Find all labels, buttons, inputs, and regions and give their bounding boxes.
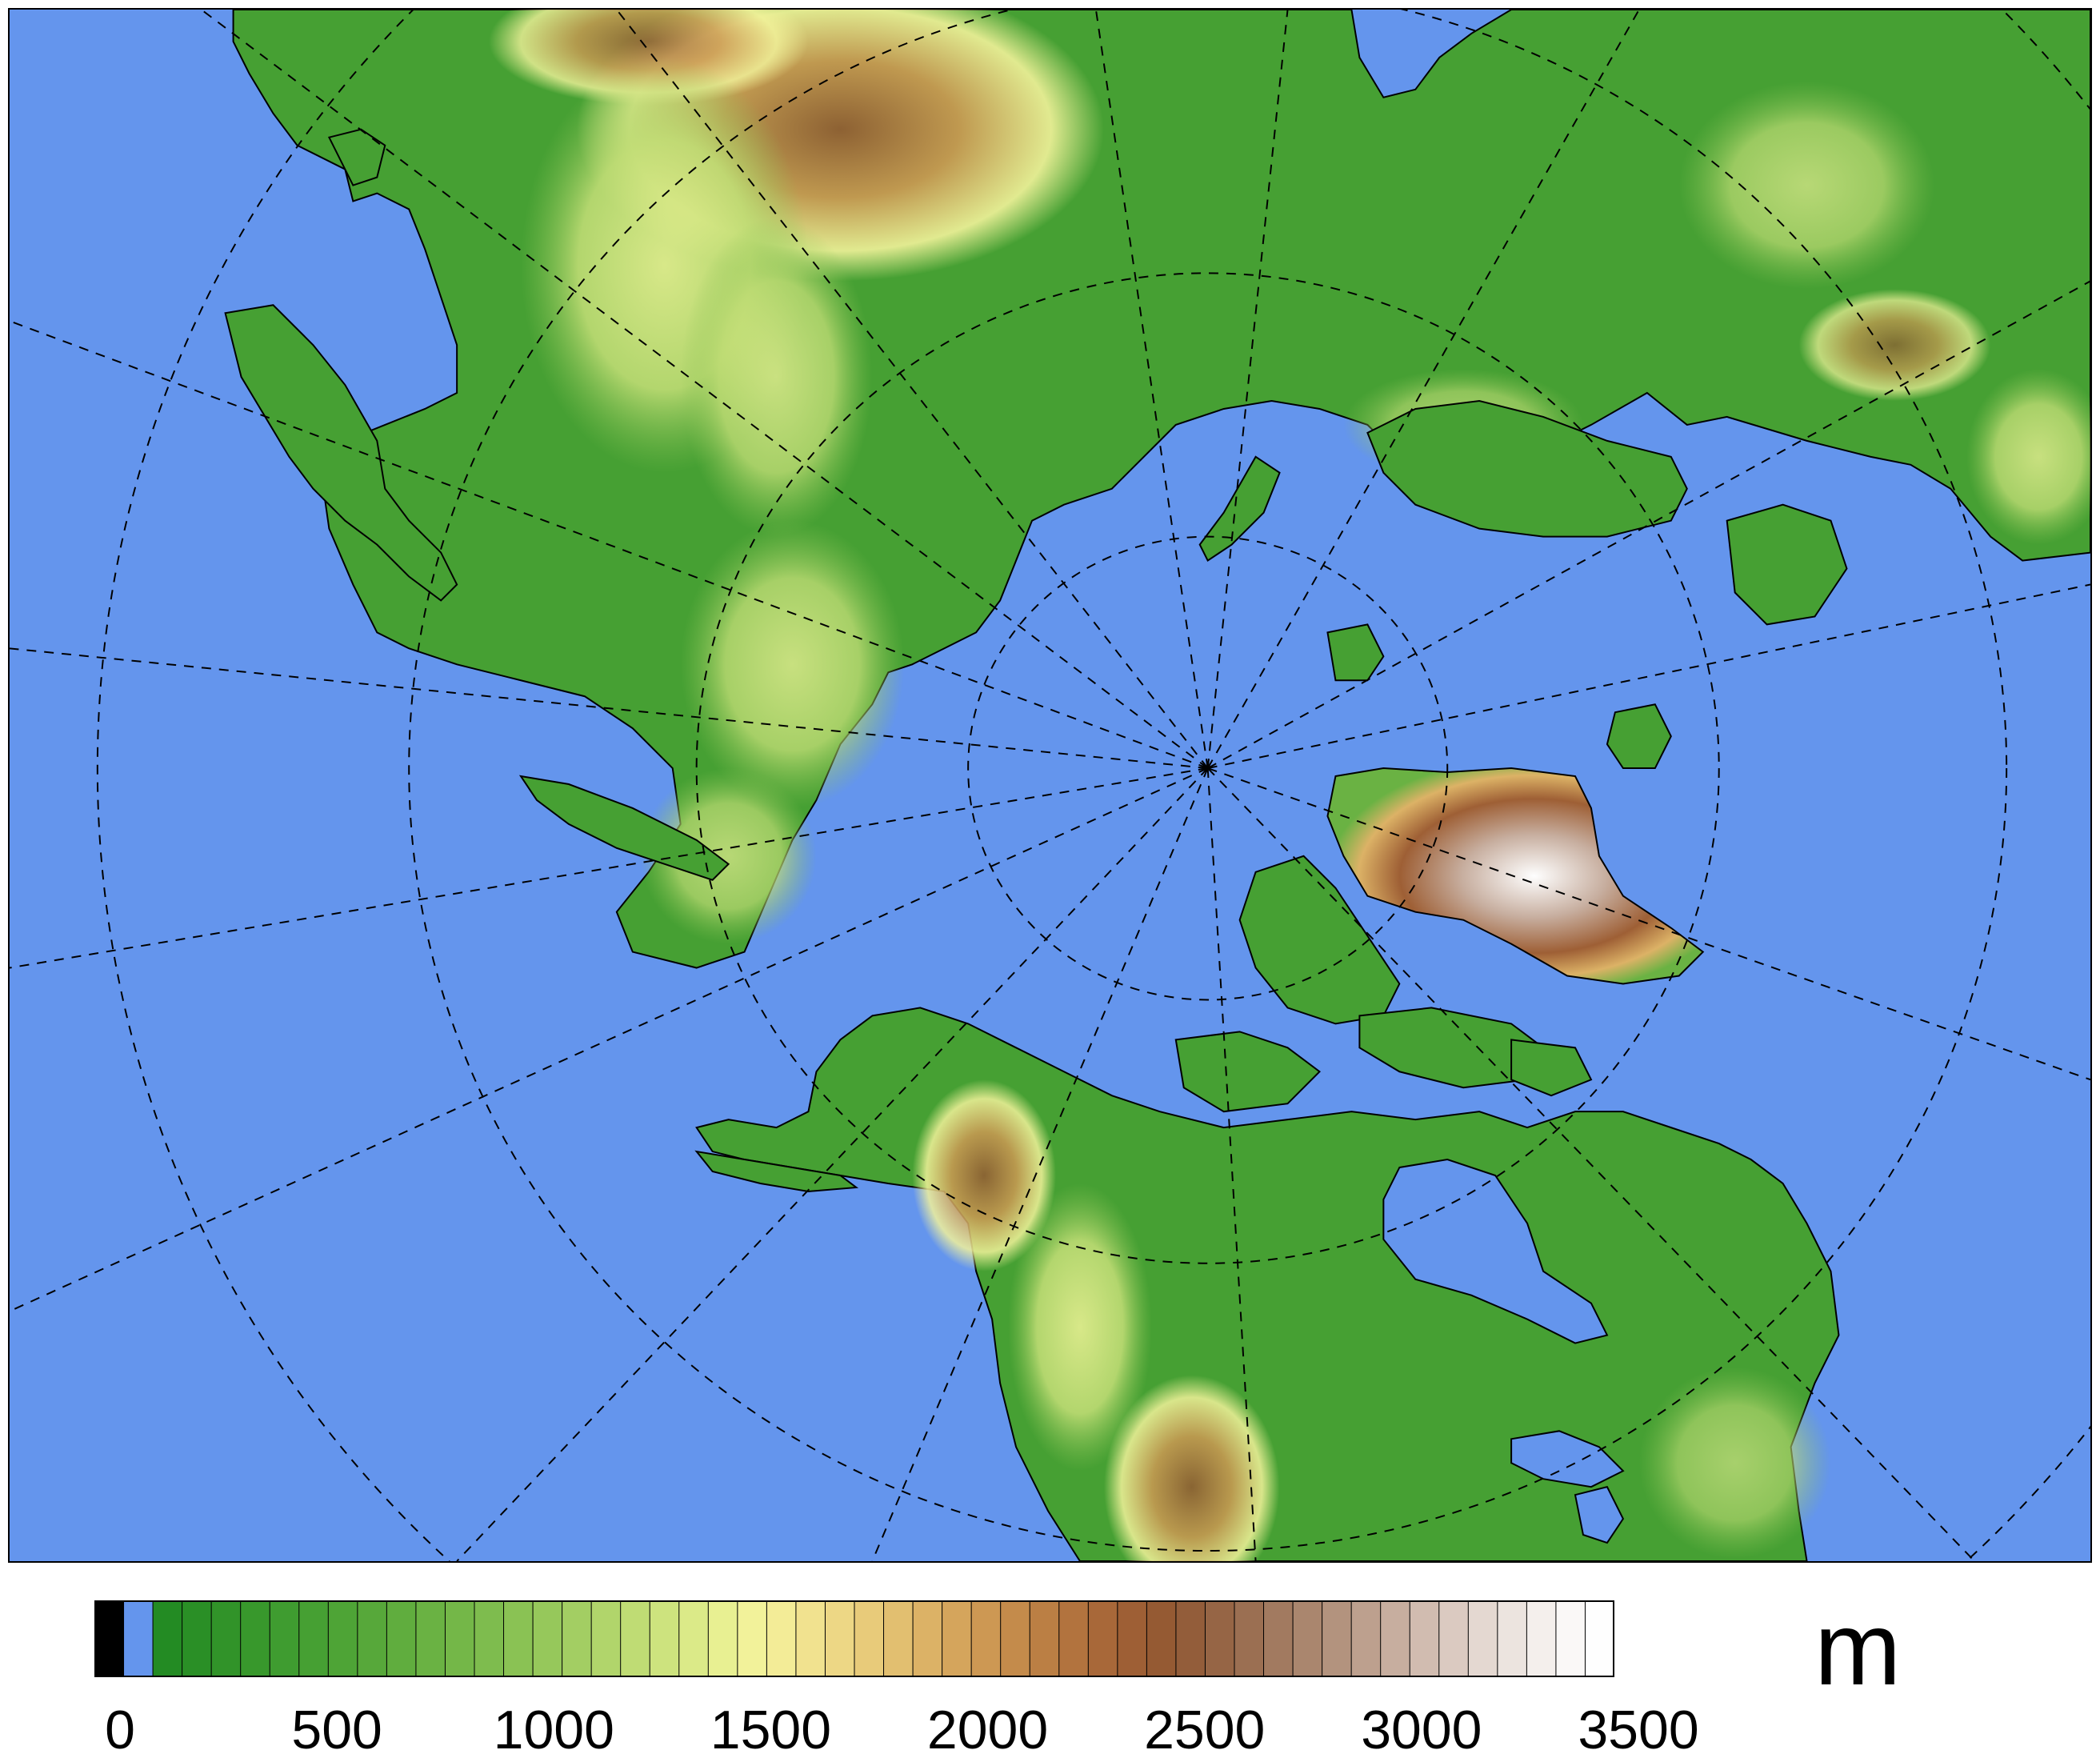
colorbar-swatch [1584,1600,1614,1677]
terrain-map [10,10,2090,1561]
british-isles [1726,503,1848,626]
colorbar-swatch [386,1600,417,1677]
colorbar-tick-label: 3000 [1361,1700,1482,1760]
colorbar-swatch [357,1600,388,1677]
colorbar-swatch [532,1600,563,1677]
colorbar-swatch [210,1600,242,1677]
svalbard [1326,623,1385,682]
colorbar-swatch [883,1600,914,1677]
colorbar-swatch [152,1600,183,1677]
terrain-shade [1678,81,1935,290]
colorbar-swatch [562,1600,592,1677]
arctic-archipelago [1510,1039,1593,1097]
colorbar-swatch [1322,1600,1352,1677]
terrain-shade [1798,289,1991,401]
colorbar-swatch [1087,1600,1118,1677]
colorbar-swatch [1117,1600,1148,1677]
colorbar-swatch [912,1600,943,1677]
colorbar-tick-label: 500 [291,1700,382,1760]
colorbar-swatch [1000,1600,1031,1677]
iceland [1606,703,1672,770]
colorbar-swatch [182,1600,212,1677]
colorbar-swatch [1350,1600,1382,1677]
terrain-shade [1103,1375,1280,1561]
graticule [10,10,2090,1561]
colorbar-border [94,1600,1614,1677]
arctic-archipelago [1174,1031,1322,1113]
map-frame [8,8,2092,1563]
colorbar-swatch [737,1600,768,1677]
colorbar-tick-label: 1000 [493,1700,614,1760]
colorbar-swatch [474,1600,505,1677]
colorbar-tick-label: 3500 [1578,1700,1699,1760]
colorbar-swatch [1234,1600,1265,1677]
great-lakes [1574,1486,1625,1544]
colorbar-swatch [707,1600,738,1677]
colorbar-swatch [649,1600,680,1677]
colorbar-swatches [94,1600,1614,1677]
colorbar-swatch [415,1600,446,1677]
novaya-zemlya [1198,455,1281,563]
colorbar-swatch [854,1600,885,1677]
japan-islands [327,128,386,186]
colorbar-swatch [269,1600,300,1677]
kamchatka-peninsula [224,304,458,602]
colorbar-tick-label: 1500 [710,1700,832,1760]
colorbar-swatch [824,1600,855,1677]
scandinavia [1366,399,1688,538]
colorbar-swatch [1467,1600,1498,1677]
units-label: m [1814,1590,1902,1707]
colorbar-swatch [1263,1600,1294,1677]
sakhalin-island [518,775,730,881]
colorbar-swatch [123,1600,154,1677]
terrain-shade [640,768,817,944]
colorbar-tick-label: 2500 [1144,1700,1266,1760]
terrain-shade [912,1079,1056,1271]
colorbar-swatch [795,1600,826,1677]
terrain-shade [1638,1367,1831,1560]
colorbar-tick-label: 2000 [926,1700,1049,1760]
colorbar-swatch [327,1600,358,1677]
colorbar-swatch [942,1600,972,1677]
colorbar-swatch [970,1600,1002,1677]
colorbar-swatch [444,1600,475,1677]
colorbar-swatch [1292,1600,1323,1677]
colorbar-swatch [1058,1600,1090,1677]
colorbar-swatch [590,1600,622,1677]
colorbar-swatch [620,1600,651,1677]
colorbar-swatch [94,1600,125,1677]
colorbar-swatch [298,1600,330,1677]
terrain-shade [680,520,905,808]
colorbar-swatch [1175,1600,1206,1677]
colorbar-swatch [1438,1600,1470,1677]
colorbar-swatch [503,1600,534,1677]
great-lakes [1510,1430,1625,1488]
elevation-colorbar [94,1600,1614,1677]
colorbar-swatch [678,1600,710,1677]
colorbar-swatch [1526,1600,1557,1677]
hudson-bay [1382,1159,1609,1344]
colorbar-swatch [1497,1600,1528,1677]
colorbar-swatch [1380,1600,1411,1677]
terrain-shade [680,217,873,537]
colorbar-swatch [1555,1600,1586,1677]
colorbar-tick-label: 0 [105,1700,135,1760]
colorbar-swatch [1204,1600,1235,1677]
colorbar-swatch [1409,1600,1440,1677]
colorbar-swatch [1146,1600,1177,1677]
terrain-shade [1966,369,2090,545]
colorbar-swatch [240,1600,271,1677]
colorbar-swatch [766,1600,797,1677]
colorbar-swatch [1029,1600,1060,1677]
